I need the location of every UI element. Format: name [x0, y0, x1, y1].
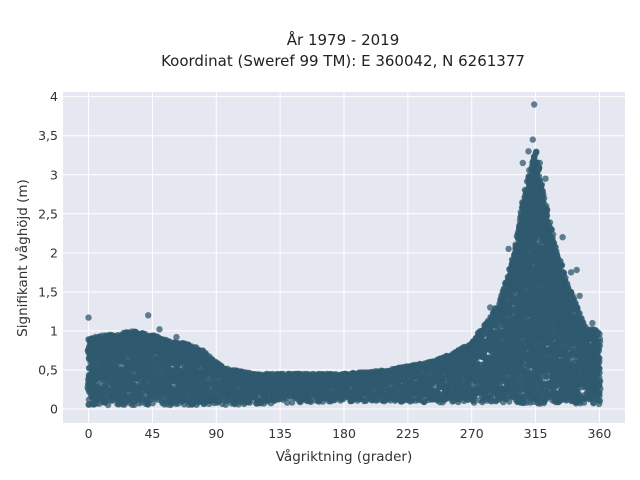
chart-title-line1: År 1979 - 2019: [287, 30, 400, 49]
data-points: [84, 101, 604, 409]
data-point: [288, 399, 296, 406]
data-point: [307, 398, 315, 406]
data-point: [455, 398, 462, 406]
chart-title-line2: Koordinat (Sweref 99 TM): E 360042, N 62…: [161, 52, 525, 70]
data-point: [149, 400, 156, 407]
data-point: [283, 399, 291, 406]
data-point: [104, 401, 112, 409]
